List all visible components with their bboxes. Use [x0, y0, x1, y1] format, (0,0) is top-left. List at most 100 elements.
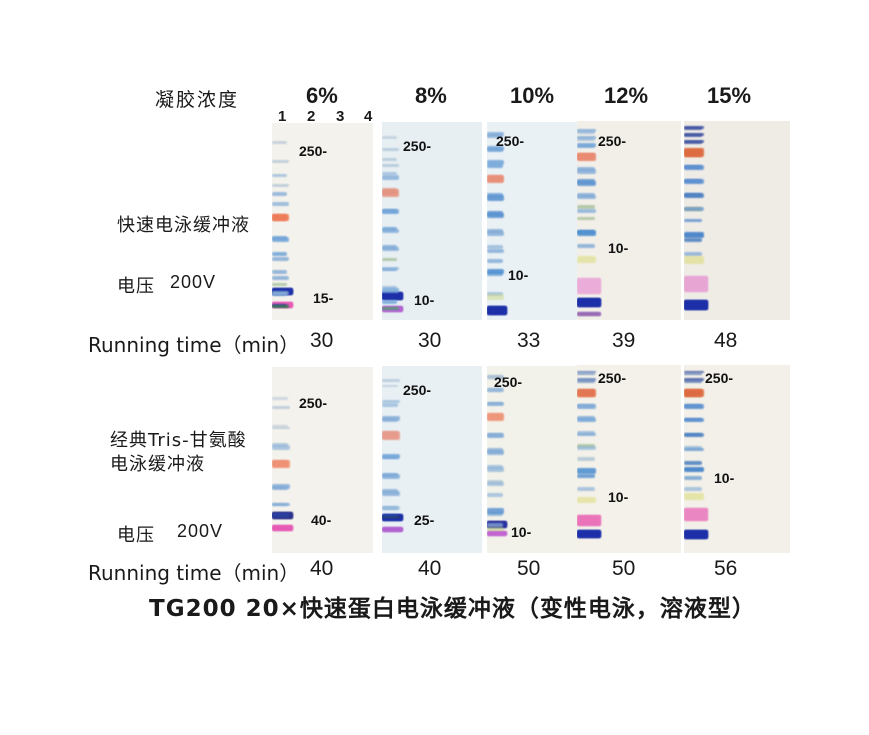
protein-band — [487, 480, 503, 484]
protein-band — [577, 474, 595, 478]
protein-band — [487, 508, 505, 514]
gel-concentration-label: 凝胶浓度 — [155, 89, 240, 111]
protein-band — [382, 526, 403, 533]
protein-band — [577, 445, 596, 450]
protein-band — [272, 484, 291, 489]
protein-band — [272, 282, 288, 286]
marker-top-12pct-250: 250- — [598, 133, 627, 149]
protein-band — [487, 412, 505, 422]
protein-band — [577, 208, 596, 213]
gel-lane — [487, 122, 505, 320]
running-time-top-8pct: 30 — [418, 329, 442, 352]
protein-band — [487, 526, 505, 531]
gel-lane — [272, 367, 291, 553]
protein-band — [577, 192, 595, 197]
protein-band — [684, 370, 704, 374]
protein-band — [684, 487, 702, 491]
protein-band — [577, 180, 596, 186]
gel-lane — [577, 365, 601, 553]
gel-panel-top-10pct — [487, 122, 584, 320]
protein-band — [487, 388, 505, 393]
marker-top-10pct-10: 10- — [508, 267, 529, 283]
protein-band — [684, 192, 704, 198]
protein-band — [684, 256, 704, 265]
gel-panel-bottom-8pct — [382, 366, 482, 553]
protein-band — [382, 228, 399, 233]
protein-band — [577, 278, 601, 295]
protein-band — [684, 232, 704, 239]
protein-band — [684, 492, 704, 501]
protein-band — [487, 228, 503, 233]
running-time-top-6pct: 30 — [310, 329, 334, 352]
protein-band — [684, 417, 704, 423]
gel-panel-top-8pct — [382, 122, 482, 320]
marker-top-8pct-10: 10- — [414, 292, 435, 308]
gel-lane — [577, 121, 601, 320]
protein-band — [272, 213, 290, 222]
protein-band — [272, 424, 289, 428]
protein-band — [684, 132, 704, 136]
protein-band — [684, 445, 702, 450]
protein-band — [382, 474, 400, 480]
protein-band — [382, 403, 399, 408]
protein-band — [684, 206, 704, 211]
protein-band — [382, 300, 398, 305]
gel-lane — [684, 121, 708, 320]
protein-band — [382, 163, 399, 167]
protein-band — [684, 372, 702, 376]
protein-band — [382, 307, 399, 311]
protein-band — [382, 257, 398, 261]
gel-lane — [684, 121, 704, 320]
running-time-bottom-15pct: 56 — [714, 557, 738, 580]
protein-band — [577, 135, 596, 139]
protein-band — [487, 450, 505, 455]
protein-band — [684, 378, 704, 381]
voltage-label-top: 电压 — [117, 276, 155, 297]
protein-band — [577, 216, 595, 221]
protein-band — [382, 157, 398, 161]
gel-lane — [577, 121, 596, 320]
gel-lane — [684, 365, 704, 553]
protein-band — [487, 523, 503, 527]
marker-top-8pct-250: 250- — [403, 138, 432, 154]
lane-number-3: 3 — [336, 108, 345, 125]
gel-lane — [382, 122, 399, 320]
protein-band — [487, 133, 503, 138]
protein-band — [272, 140, 288, 144]
protein-band — [272, 305, 290, 309]
protein-band — [577, 298, 601, 308]
protein-band — [487, 244, 503, 249]
protein-band — [272, 460, 291, 469]
protein-band — [382, 506, 400, 510]
protein-band — [577, 244, 595, 249]
protein-band — [487, 401, 505, 407]
protein-band — [272, 426, 291, 430]
protein-band — [684, 404, 704, 410]
protein-band — [272, 191, 288, 196]
protein-band — [577, 457, 595, 461]
protein-band — [684, 218, 702, 223]
marker-bottom-6pct-40: 40- — [311, 512, 332, 528]
protein-band — [272, 406, 291, 409]
protein-band — [272, 174, 288, 178]
protein-band — [577, 128, 596, 132]
protein-band — [487, 230, 505, 236]
running-time-top-10pct: 33 — [517, 329, 541, 352]
protein-band — [382, 489, 399, 494]
protein-band — [272, 525, 293, 531]
figure-caption: TG200 20×快速蛋白电泳缓冲液（变性电泳，溶液型） — [149, 596, 756, 622]
protein-band — [272, 237, 290, 243]
running-time-label-top: Running time（min） — [88, 333, 300, 357]
protein-band — [684, 276, 708, 293]
protein-band — [382, 292, 403, 301]
protein-band — [684, 139, 704, 143]
protein-band — [577, 432, 596, 437]
running-time-top-12pct: 39 — [612, 329, 636, 352]
protein-band — [487, 292, 503, 297]
protein-band — [684, 380, 702, 383]
protein-band — [272, 201, 290, 206]
protein-band — [382, 379, 400, 382]
running-time-bottom-10pct: 50 — [517, 557, 541, 580]
protein-band — [382, 266, 399, 271]
